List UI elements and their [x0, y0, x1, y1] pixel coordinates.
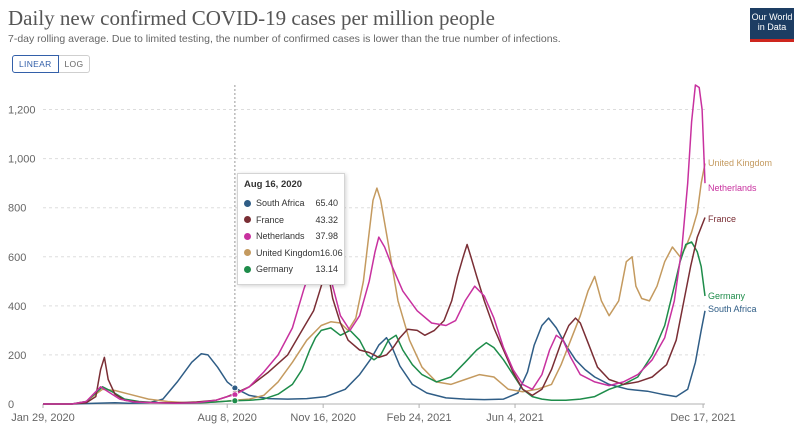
tooltip-row-united-kingdom: United Kingdom 16.06 [244, 245, 343, 262]
series-line-netherlands[interactable] [43, 84, 706, 405]
x-tick-label: Nov 16, 2020 [290, 412, 355, 424]
legend-dot-icon [244, 232, 251, 240]
tooltip-value: 13.14 [315, 264, 338, 275]
series-line-south-africa[interactable] [43, 310, 706, 405]
x-tick-label: Aug 8, 2020 [198, 412, 257, 424]
tooltip-date: Aug 16, 2020 [244, 179, 303, 190]
series-label-germany[interactable]: Germany [708, 291, 746, 301]
x-tick-label: Jan 29, 2020 [11, 412, 75, 424]
series-label-france[interactable]: France [708, 214, 736, 224]
hover-dots [231, 384, 239, 405]
series-label-south-africa[interactable]: South Africa [708, 304, 757, 314]
y-tick-label: 200 [8, 350, 26, 362]
tooltip-row-south-africa: South Africa 65.40 [244, 195, 338, 212]
tooltip-row-netherlands: Netherlands 37.98 [244, 228, 338, 245]
legend-dot-icon [244, 216, 251, 224]
tooltip-row-germany: Germany 13.14 [244, 261, 338, 278]
series-label-united-kingdom[interactable]: United Kingdom [708, 158, 772, 168]
x-axis: Jan 29, 2020 Aug 8, 2020 Nov 16, 2020 Feb 2… [11, 404, 736, 424]
tooltip-value: 37.98 [315, 231, 338, 242]
x-tick-label: Dec 17, 2021 [670, 412, 735, 424]
tooltip-country: Germany [256, 264, 294, 275]
logo-line-2: in Data [757, 22, 787, 32]
y-tick-label: 800 [8, 203, 26, 215]
tooltip-country: United Kingdom [256, 247, 321, 258]
linear-scale-button[interactable]: LINEAR [12, 55, 59, 73]
x-tick-label: Jun 4, 2021 [486, 412, 544, 424]
y-tick-label: 400 [8, 301, 26, 313]
tooltip-country: South Africa [256, 198, 305, 209]
logo-line-1: Our World [751, 12, 793, 22]
scale-toggle: LINEAR LOG [12, 55, 91, 73]
x-tick-label: Feb 24, 2021 [387, 412, 452, 424]
y-tick-label: 1,000 [8, 154, 36, 166]
tooltip-row-france: France 43.32 [244, 212, 338, 229]
series-label-netherlands[interactable]: Netherlands [708, 183, 757, 193]
chart-series [43, 84, 706, 405]
legend-dot-icon [244, 249, 251, 257]
y-tick-label: 1,200 [8, 105, 36, 117]
series-end-labels: United Kingdom Netherlands France Germany So… [708, 158, 772, 314]
log-scale-button[interactable]: LOG [58, 55, 91, 73]
y-axis: 0 200 400 600 800 1,000 1,200 [8, 105, 36, 411]
y-tick-label: 0 [8, 399, 14, 411]
hover-tooltip: Aug 16, 2020 South Africa 65.40 France 4… [237, 173, 345, 285]
tooltip-value: 16.06 [320, 247, 343, 258]
page-subtitle: 7-day rolling average. Due to limited te… [8, 33, 561, 45]
series-line-germany[interactable] [43, 241, 706, 405]
y-tick-label: 600 [8, 252, 26, 264]
legend-dot-icon [244, 265, 251, 273]
series-line-united-kingdom[interactable] [43, 163, 706, 405]
tooltip-country: France [256, 214, 285, 225]
tooltip-country: Netherlands [256, 231, 305, 242]
page-title: Daily new confirmed COVID-19 cases per m… [8, 6, 495, 30]
tooltip-value: 43.32 [315, 214, 338, 225]
owid-logo[interactable]: Our World in Data [750, 8, 794, 42]
legend-dot-icon [244, 199, 251, 207]
tooltip-value: 65.40 [315, 198, 338, 209]
hover-dot-germany [231, 397, 239, 405]
